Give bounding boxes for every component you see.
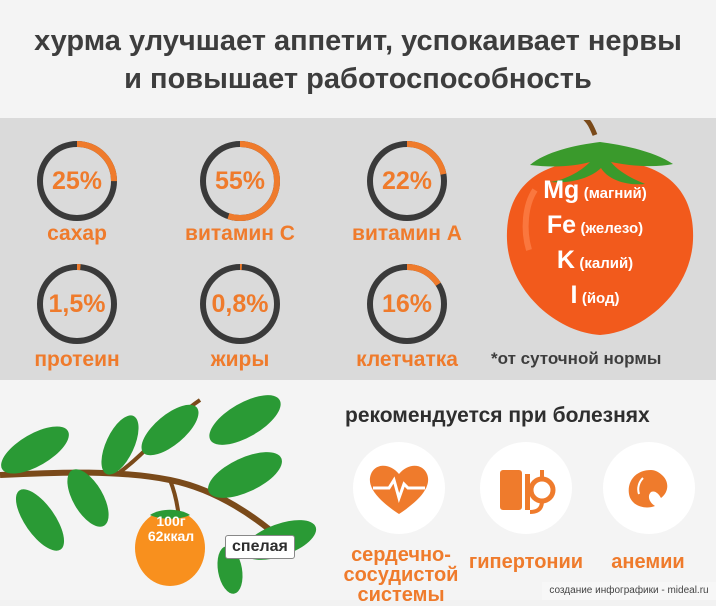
mineral-mg: Mg (магний) xyxy=(543,176,647,204)
stat-ring-vitamin-c: 55% xyxy=(198,139,282,223)
ripe-label: спелая xyxy=(225,535,295,559)
header xyxy=(0,0,716,118)
stat-percent: 25% xyxy=(51,167,103,195)
stat-label: протеин xyxy=(34,348,120,371)
disease-label-anemia: анемии xyxy=(611,551,685,573)
branch-illustration xyxy=(0,395,317,594)
kcal-label: 100г 62ккал xyxy=(147,513,195,544)
stat-label: жиры xyxy=(210,348,270,371)
stat-percent: 22% xyxy=(381,167,433,195)
stat-label: витамин А xyxy=(352,222,462,245)
blood-drop-icon xyxy=(603,442,695,534)
heart-pulse-icon xyxy=(353,442,445,534)
stat-percent: 16% xyxy=(381,290,433,318)
persimmon-icon xyxy=(506,120,694,335)
stat-label: клетчатка xyxy=(356,348,458,371)
stat-percent: 1,5% xyxy=(48,290,106,318)
mineral-i: I (йод) xyxy=(570,281,620,309)
mineral-k: K (калий) xyxy=(556,246,634,274)
blood-pressure-icon xyxy=(480,442,572,534)
stat-ring-protein: 1,5% xyxy=(35,262,119,346)
disease-label-cardio: сердечно- сосудистой системы xyxy=(343,544,459,606)
disease-label-hypertension: гипертонии xyxy=(468,551,584,573)
page-title: хурма улучшает аппетит, успокаивает нерв… xyxy=(0,22,716,98)
title-line-2: и повышает работоспособность xyxy=(124,63,592,95)
stat-label: сахар xyxy=(47,222,107,245)
stat-ring-vitamin-a: 22% xyxy=(365,139,449,223)
stat-percent: 0,8% xyxy=(211,290,269,318)
stat-percent: 55% xyxy=(214,167,266,195)
title-line-1: хурма улучшает аппетит, успокаивает нерв… xyxy=(34,25,682,57)
stat-ring-fiber: 16% xyxy=(365,262,449,346)
daily-norm-note: *от суточной нормы xyxy=(491,349,662,368)
stat-label: витамин С xyxy=(185,222,295,245)
credit-label: создание инфографики - mideal.ru xyxy=(542,582,716,600)
mineral-fe: Fe (железо) xyxy=(546,211,644,239)
stat-ring-sugar: 25% xyxy=(35,139,119,223)
recommend-title: рекомендуется при болезнях xyxy=(345,404,650,427)
stat-ring-fats: 0,8% xyxy=(198,262,282,346)
